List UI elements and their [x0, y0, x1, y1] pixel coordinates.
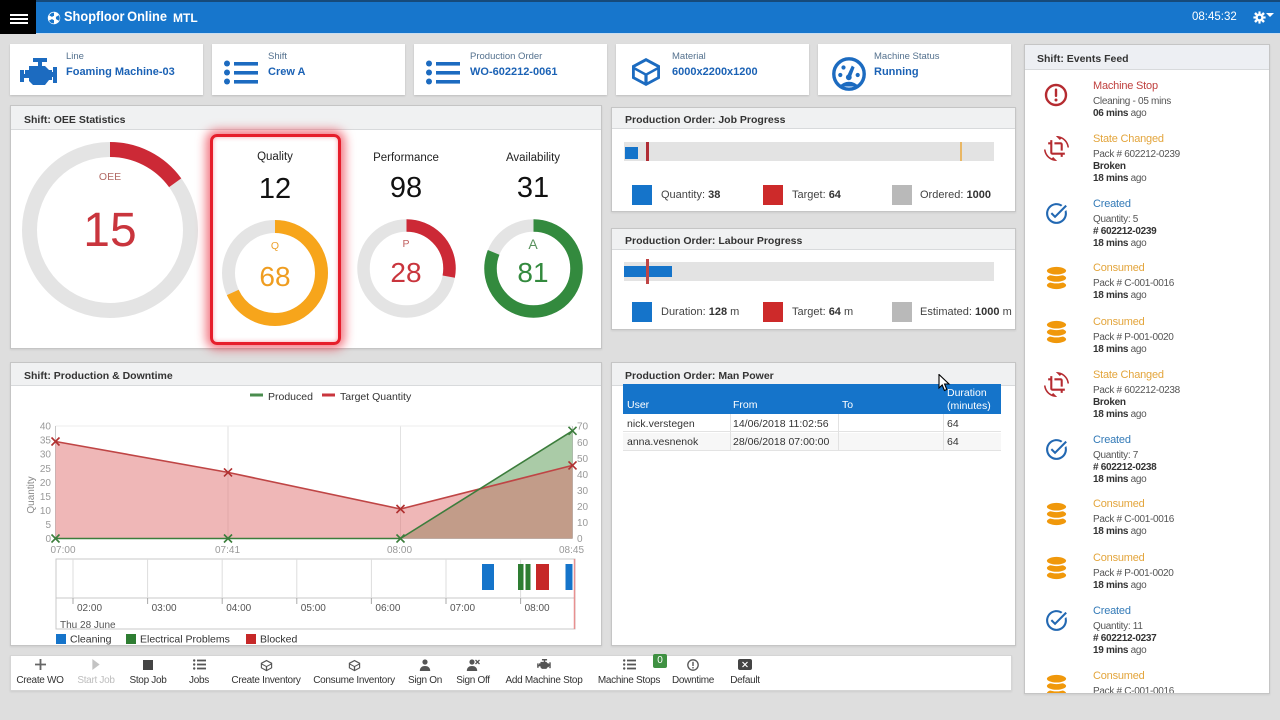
svg-text:Produced: Produced: [268, 391, 313, 403]
svg-text:Blocked: Blocked: [260, 634, 298, 646]
svg-text:Target Quantity: Target Quantity: [340, 391, 412, 403]
svg-text:20: 20: [40, 478, 52, 489]
svg-text:20: 20: [577, 502, 589, 513]
svg-text:08:45: 08:45: [559, 545, 584, 556]
svg-text:40: 40: [577, 470, 589, 481]
svg-text:0: 0: [45, 534, 51, 545]
svg-text:Cleaning: Cleaning: [70, 634, 112, 646]
svg-text:07:00: 07:00: [51, 545, 76, 556]
svg-text:25: 25: [40, 464, 52, 475]
svg-text:5: 5: [45, 520, 51, 531]
svg-text:70: 70: [577, 422, 589, 433]
svg-text:50: 50: [577, 454, 589, 465]
svg-text:08:00: 08:00: [525, 603, 550, 614]
svg-text:15: 15: [40, 492, 52, 503]
svg-text:06:00: 06:00: [375, 603, 400, 614]
svg-text:10: 10: [577, 518, 589, 529]
svg-text:08:00: 08:00: [387, 545, 412, 556]
svg-text:03:00: 03:00: [152, 603, 177, 614]
svg-text:02:00: 02:00: [77, 603, 102, 614]
svg-text:40: 40: [40, 422, 52, 433]
svg-text:04:00: 04:00: [226, 603, 251, 614]
svg-text:07:41: 07:41: [215, 545, 240, 556]
svg-text:10: 10: [40, 506, 52, 517]
svg-text:05:00: 05:00: [301, 603, 326, 614]
svg-text:Electrical Problems: Electrical Problems: [140, 634, 230, 646]
svg-text:Quantity: Quantity: [26, 476, 37, 513]
svg-text:0: 0: [577, 534, 583, 545]
svg-text:30: 30: [577, 486, 589, 497]
svg-text:35: 35: [40, 436, 52, 447]
svg-text:60: 60: [577, 438, 589, 449]
svg-text:07:00: 07:00: [450, 603, 475, 614]
svg-text:Thu 28 June: Thu 28 June: [60, 620, 116, 631]
svg-text:30: 30: [40, 450, 52, 461]
